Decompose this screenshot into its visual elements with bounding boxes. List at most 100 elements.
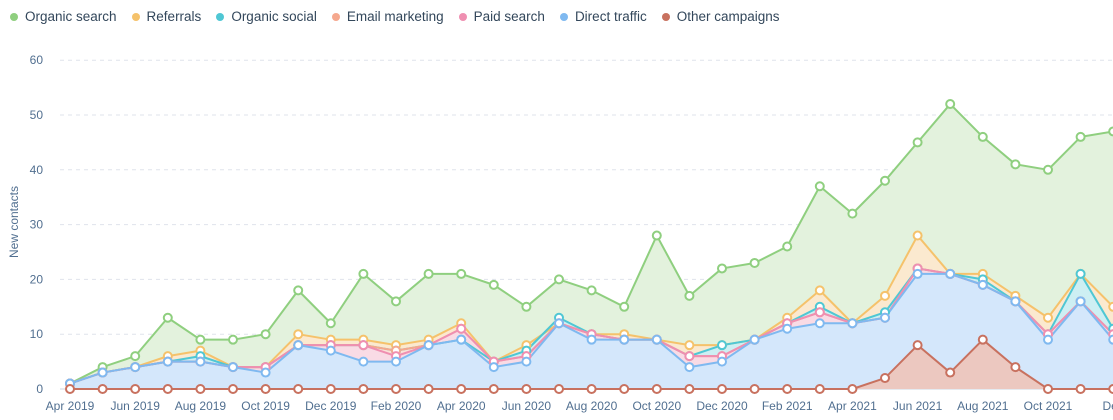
data-point[interactable]	[521, 384, 532, 394]
data-point[interactable]	[586, 384, 597, 394]
data-point[interactable]	[260, 329, 271, 340]
data-point[interactable]	[423, 384, 434, 394]
data-point[interactable]	[228, 384, 238, 394]
data-point[interactable]	[521, 301, 532, 312]
data-point[interactable]	[391, 296, 401, 307]
data-point[interactable]	[684, 384, 695, 394]
data-point[interactable]	[228, 334, 238, 345]
data-point[interactable]	[423, 340, 434, 351]
data-point[interactable]	[1043, 164, 1053, 175]
data-point[interactable]	[880, 175, 890, 186]
legend-item[interactable]: Email marketing	[331, 9, 444, 24]
data-point[interactable]	[97, 367, 108, 378]
data-point[interactable]	[293, 384, 304, 394]
data-point[interactable]	[554, 318, 564, 329]
data-point[interactable]	[814, 307, 825, 318]
data-point[interactable]	[97, 384, 108, 394]
data-point[interactable]	[586, 334, 597, 345]
data-point[interactable]	[228, 362, 238, 373]
data-point[interactable]	[130, 384, 141, 394]
data-point[interactable]	[162, 312, 173, 323]
data-point[interactable]	[554, 384, 564, 394]
data-point[interactable]	[977, 279, 988, 290]
data-point[interactable]	[1075, 384, 1086, 394]
data-point[interactable]	[1108, 301, 1113, 312]
data-point[interactable]	[488, 362, 499, 373]
legend-item[interactable]: Other campaigns	[661, 9, 780, 24]
data-point[interactable]	[423, 268, 434, 279]
data-point[interactable]	[1075, 268, 1086, 279]
data-point[interactable]	[358, 384, 369, 394]
data-point[interactable]	[358, 356, 369, 367]
data-point[interactable]	[391, 356, 401, 367]
data-point[interactable]	[977, 334, 988, 345]
data-point[interactable]	[977, 131, 988, 142]
data-point[interactable]	[684, 340, 695, 351]
data-point[interactable]	[325, 345, 336, 356]
data-point[interactable]	[130, 362, 141, 373]
data-point[interactable]	[814, 285, 825, 296]
data-point[interactable]	[717, 263, 727, 274]
data-point[interactable]	[1043, 384, 1053, 394]
data-point[interactable]	[65, 384, 75, 394]
data-point[interactable]	[325, 318, 336, 329]
data-point[interactable]	[814, 384, 825, 394]
data-point[interactable]	[325, 384, 336, 394]
data-point[interactable]	[358, 268, 369, 279]
data-point[interactable]	[619, 334, 630, 345]
data-point[interactable]	[651, 230, 662, 241]
data-point[interactable]	[260, 367, 271, 378]
data-point[interactable]	[880, 312, 890, 323]
legend-item[interactable]: Paid search	[458, 9, 545, 24]
data-point[interactable]	[1010, 296, 1021, 307]
data-point[interactable]	[195, 334, 206, 345]
data-point[interactable]	[945, 367, 956, 378]
data-point[interactable]	[814, 318, 825, 329]
data-point[interactable]	[847, 384, 858, 394]
data-point[interactable]	[456, 268, 467, 279]
data-point[interactable]	[488, 279, 499, 290]
data-point[interactable]	[358, 340, 369, 351]
data-point[interactable]	[1010, 159, 1021, 170]
data-point[interactable]	[1010, 362, 1021, 373]
data-point[interactable]	[684, 290, 695, 301]
data-point[interactable]	[651, 384, 662, 394]
data-point[interactable]	[814, 181, 825, 192]
data-point[interactable]	[782, 241, 793, 252]
data-point[interactable]	[684, 351, 695, 362]
data-point[interactable]	[521, 356, 532, 367]
data-point[interactable]	[1075, 131, 1086, 142]
data-point[interactable]	[912, 230, 923, 241]
data-point[interactable]	[456, 323, 467, 334]
data-point[interactable]	[880, 373, 890, 384]
data-point[interactable]	[260, 384, 271, 394]
data-point[interactable]	[651, 334, 662, 345]
data-point[interactable]	[782, 384, 793, 394]
data-point[interactable]	[130, 351, 141, 362]
data-point[interactable]	[162, 384, 173, 394]
data-point[interactable]	[847, 208, 858, 219]
data-point[interactable]	[488, 384, 499, 394]
data-point[interactable]	[619, 384, 630, 394]
data-point[interactable]	[293, 329, 304, 340]
data-point[interactable]	[456, 384, 467, 394]
data-point[interactable]	[847, 318, 858, 329]
data-point[interactable]	[782, 323, 793, 334]
data-point[interactable]	[717, 340, 727, 351]
data-point[interactable]	[749, 384, 760, 394]
legend-item[interactable]: Direct traffic	[559, 9, 647, 24]
data-point[interactable]	[162, 356, 173, 367]
data-point[interactable]	[1108, 126, 1113, 137]
legend-item[interactable]: Organic search	[10, 9, 117, 24]
data-point[interactable]	[456, 334, 467, 345]
data-point[interactable]	[912, 268, 923, 279]
legend-item[interactable]: Referrals	[131, 9, 201, 24]
data-point[interactable]	[717, 356, 727, 367]
data-point[interactable]	[945, 268, 956, 279]
data-point[interactable]	[1108, 334, 1113, 345]
data-point[interactable]	[717, 384, 727, 394]
data-point[interactable]	[912, 340, 923, 351]
data-point[interactable]	[293, 285, 304, 296]
data-point[interactable]	[195, 356, 206, 367]
data-point[interactable]	[749, 334, 760, 345]
